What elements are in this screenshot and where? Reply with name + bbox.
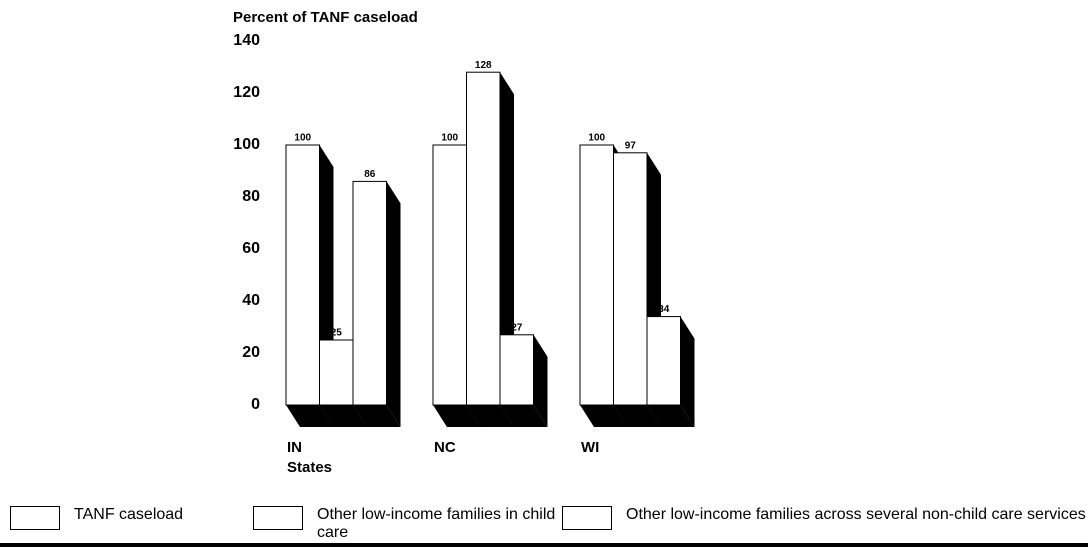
- bar-side: [386, 181, 401, 427]
- bar-floor-shadow: [286, 405, 334, 427]
- value-label: 128: [475, 60, 492, 71]
- y-tick-label: 20: [242, 344, 260, 361]
- y-tick-label: 120: [233, 84, 260, 101]
- legend-item: Other low-income families in child care: [253, 506, 557, 542]
- legend-swatch: [562, 506, 612, 530]
- legend-item: Other low-income families across several…: [562, 506, 1088, 530]
- bar: [319, 339, 354, 406]
- y-tick-label: 100: [233, 136, 260, 153]
- legend-swatch: [10, 506, 60, 530]
- y-tick-label: 60: [242, 240, 260, 257]
- value-label: 100: [294, 133, 311, 144]
- bar-side: [533, 334, 548, 427]
- legend-label: Other low-income families in child care: [317, 506, 556, 541]
- value-label: 27: [511, 322, 523, 333]
- bar: [579, 144, 614, 406]
- bar: [432, 144, 467, 406]
- bar: [285, 144, 320, 406]
- value-label: 86: [364, 169, 376, 180]
- x-tick-label: WI: [581, 439, 599, 456]
- legend-label: TANF caseload: [74, 506, 184, 523]
- bar: [646, 316, 681, 406]
- bar: [613, 152, 648, 406]
- bar: [352, 180, 387, 406]
- bar-floor-shadow: [647, 405, 695, 427]
- x-tick-label: IN: [287, 439, 302, 456]
- bottom-rule: [0, 543, 1088, 547]
- y-tick-label: 80: [242, 188, 260, 205]
- y-axis-label: Percent of TANF caseload: [233, 9, 418, 26]
- legend-label: Other low-income families across several…: [626, 506, 1086, 523]
- value-label: 34: [658, 304, 670, 315]
- bar-floor-shadow: [500, 405, 548, 427]
- y-tick-label: 0: [251, 396, 260, 413]
- y-tick-label: 40: [242, 292, 260, 309]
- bar: [499, 334, 534, 406]
- value-label: 25: [331, 328, 343, 339]
- bar-floor-shadow: [319, 405, 367, 427]
- bar-floor-shadow: [580, 405, 628, 427]
- bar-floor-shadow: [466, 405, 514, 427]
- legend-item: TANF caseload: [10, 506, 274, 530]
- bar-floor-shadow: [353, 405, 401, 427]
- bar-floor-shadow: [433, 405, 481, 427]
- y-tick-label: 140: [233, 32, 260, 49]
- value-label: 100: [441, 133, 458, 144]
- bar-side: [680, 316, 695, 427]
- value-label: 97: [625, 140, 637, 151]
- bar: [466, 71, 501, 406]
- value-label: 100: [588, 133, 605, 144]
- x-tick-label: NC: [434, 439, 456, 456]
- legend-swatch: [253, 506, 303, 530]
- bar-floor-shadow: [613, 405, 661, 427]
- x-axis-label: States: [287, 459, 332, 476]
